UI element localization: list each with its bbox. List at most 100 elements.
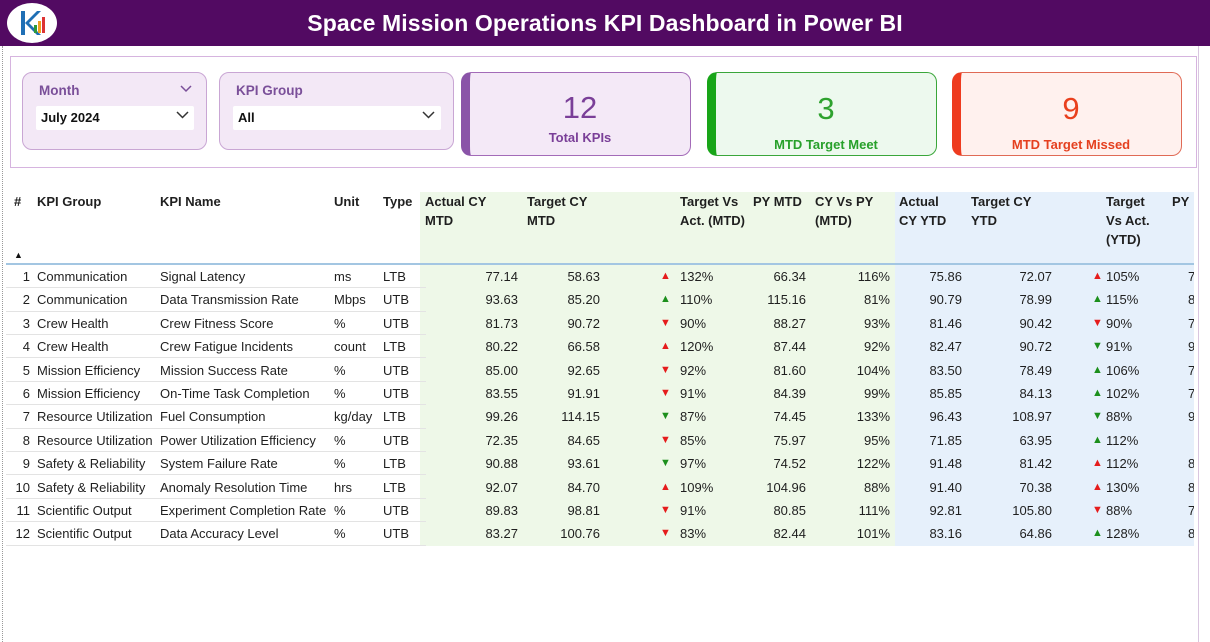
header-actual-cy-mtd[interactable]: Actual CY MTD: [425, 194, 487, 228]
cell-target-cy-ytd: 70.38: [1019, 479, 1052, 495]
cell-target-vs-act-mtd: 110%: [680, 292, 713, 308]
ytd-trend-icon: ▼: [1092, 410, 1103, 423]
header-py-ytd[interactable]: PY: [1172, 194, 1190, 209]
cell-py-ytd: 7: [1188, 269, 1194, 284]
header-target-vs-act-mtd[interactable]: Target Vs Act. (MTD): [680, 194, 745, 228]
cell-target-vs-act-mtd: 109%: [680, 479, 714, 495]
cell-py-ytd: 9: [1188, 409, 1194, 425]
cell-actual-cy-mtd: 72.35: [485, 432, 518, 448]
header-type[interactable]: Type: [383, 194, 413, 209]
header-target-cy-mtd[interactable]: Target CY MTD: [527, 194, 588, 228]
cell-py-mtd: 81.60: [773, 362, 806, 378]
cell-target-vs-act-ytd: 128%: [1106, 526, 1140, 542]
table-row[interactable]: 5 Mission Efficiency Mission Success Rate%…: [6, 359, 1194, 382]
cell-cy-vs-py-mtd: 92%: [863, 339, 890, 355]
cell-unit: %: [334, 456, 346, 472]
cell-type: LTB: [383, 409, 406, 425]
table-row[interactable]: 11 Scientific Output Experiment Completion…: [6, 499, 1194, 523]
cell-actual-cy-ytd: 83.16: [929, 526, 962, 542]
ytd-trend-icon: ▲: [1092, 433, 1103, 446]
cell-target-cy-ytd: 105.80: [1012, 503, 1052, 518]
cell-kpi-name: Data Accuracy Level: [160, 526, 279, 542]
table-row[interactable]: 12 Scientific Output Data Accuracy Level% U…: [6, 522, 1194, 546]
cell-num: 8: [22, 432, 30, 448]
cell-actual-cy-mtd: 83.27: [485, 526, 518, 542]
cell-target-vs-act-ytd: 112%: [1106, 432, 1139, 448]
row-divider: [6, 544, 426, 546]
header-cy-vs-py-mtd[interactable]: CY Vs PY (MTD): [815, 194, 874, 228]
cell-unit: %: [334, 526, 346, 542]
header-kpi-group[interactable]: KPI Group: [37, 194, 102, 209]
header-py-mtd[interactable]: PY MTD: [753, 194, 802, 209]
cell-actual-cy-ytd: 75.86: [929, 269, 962, 284]
cell-actual-cy-mtd: 80.22: [485, 339, 518, 355]
kpi-group-slicer-label: KPI Group: [236, 83, 303, 98]
cell-actual-cy-mtd: 77.14: [485, 269, 518, 284]
cell-num: 1: [22, 269, 30, 284]
cell-cy-vs-py-mtd: 88%: [863, 479, 890, 495]
header-unit[interactable]: Unit: [334, 194, 360, 209]
cell-py-ytd: 7: [1188, 362, 1194, 378]
header-target-vs-act-ytd[interactable]: Target Vs Act. (YTD): [1106, 194, 1150, 247]
cell-py-ytd: 8: [1188, 526, 1194, 542]
cell-target-cy-ytd: 72.07: [1019, 269, 1052, 284]
month-slicer[interactable]: Month July 2024: [22, 72, 207, 150]
cell-target-cy-mtd: 100.76: [560, 526, 600, 542]
cell-target-vs-act-mtd: 85%: [680, 432, 707, 448]
month-slicer-label: Month: [39, 83, 80, 98]
row-divider: [6, 380, 426, 382]
table-row[interactable]: 2 Communication Data Transmission Rate Mbps…: [6, 288, 1194, 312]
cell-target-vs-act-ytd: 88%: [1106, 409, 1133, 425]
cell-target-cy-ytd: 90.72: [1019, 339, 1052, 355]
table-row[interactable]: 9 Safety & Reliability System Failure Rate…: [6, 452, 1194, 476]
mtd-trend-icon: ▲: [660, 293, 671, 306]
cell-py-mtd: 66.34: [773, 269, 806, 284]
cell-kpi-group: Mission Efficiency: [37, 362, 141, 378]
table-row[interactable]: 6 Mission Efficiency On-Time Task Completi…: [6, 382, 1194, 406]
cell-kpi-name: Crew Fatigue Incidents: [160, 339, 293, 355]
cell-target-cy-mtd: 84.70: [567, 479, 600, 495]
table-row[interactable]: 1 Communication Signal Latency ms LTB 77.14 58…: [6, 265, 1194, 289]
table-row[interactable]: 4 Crew Health Crew Fatigue Incidents count L…: [6, 335, 1194, 359]
cell-kpi-name: Data Transmission Rate: [160, 292, 299, 308]
month-dropdown[interactable]: July 2024: [36, 106, 194, 130]
cell-target-vs-act-mtd: 87%: [680, 409, 707, 425]
cell-py-mtd: 87.44: [773, 339, 806, 355]
cell-kpi-group: Resource Utilization: [37, 409, 153, 425]
header-actual-cy-ytd[interactable]: Actual CY YTD: [899, 194, 947, 228]
kpi-group-dropdown[interactable]: All: [233, 106, 441, 130]
header-num[interactable]: #: [14, 194, 22, 209]
cell-kpi-name: Anomaly Resolution Time: [160, 479, 308, 495]
cell-actual-cy-ytd: 91.40: [929, 479, 962, 495]
table-row[interactable]: 8 Resource Utilization Power Utilization E…: [6, 429, 1194, 453]
mtd-target-meet-card: 3 MTD Target Meet: [707, 72, 937, 156]
cell-py-mtd: 75.97: [773, 432, 806, 448]
cell-target-vs-act-mtd: 91%: [680, 386, 707, 401]
table-row[interactable]: 3 Crew Health Crew Fitness Score% UTB 81.73 9…: [6, 312, 1194, 336]
cell-num: 4: [22, 339, 30, 355]
chevron-down-icon[interactable]: [422, 108, 435, 124]
sort-ascending-icon[interactable]: ▲: [14, 250, 23, 260]
cell-target-vs-act-ytd: 115%: [1106, 292, 1139, 308]
mtd-trend-icon: ▼: [660, 316, 671, 329]
cell-target-vs-act-mtd: 132%: [680, 269, 714, 284]
cell-target-cy-ytd: 84.13: [1019, 386, 1052, 401]
kpi-group-slicer[interactable]: KPI Group All: [219, 72, 454, 150]
header-target-cy-ytd[interactable]: Target CY YTD: [971, 194, 1032, 228]
cell-target-vs-act-mtd: 120%: [680, 339, 714, 355]
chevron-down-icon[interactable]: [180, 82, 192, 96]
chevron-down-icon[interactable]: [176, 108, 189, 124]
cell-actual-cy-mtd: 90.88: [485, 456, 518, 472]
ytd-trend-icon: ▲: [1092, 270, 1103, 282]
cell-unit: kg/day: [334, 409, 373, 425]
cell-kpi-group: Scientific Output: [37, 503, 132, 518]
cell-py-mtd: 80.85: [773, 503, 806, 518]
cell-num: 7: [22, 409, 30, 425]
canvas-edge-right: [1198, 46, 1199, 642]
row-divider: [6, 404, 426, 406]
table-row[interactable]: 7 Resource Utilization Fuel Consumption kg/…: [6, 405, 1194, 429]
mtd-trend-icon: ▼: [660, 457, 671, 470]
header-kpi-name[interactable]: KPI Name: [160, 194, 221, 209]
cell-py-mtd: 74.45: [773, 409, 806, 425]
table-row[interactable]: 10 Safety & Reliability Anomaly Resolution…: [6, 476, 1194, 499]
